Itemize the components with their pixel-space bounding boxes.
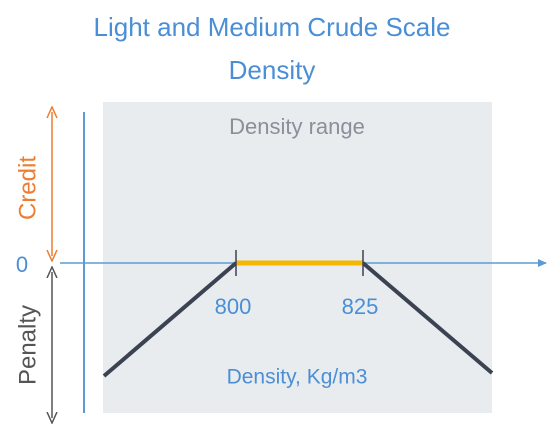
range-panel <box>103 102 492 413</box>
zero-label: 0 <box>16 252 28 277</box>
subtitle: Density <box>229 55 316 85</box>
penalty-label: Penalty <box>14 305 41 385</box>
credit-label: Credit <box>14 156 41 220</box>
range-label: Density range <box>229 114 365 139</box>
penalty-slope-right <box>361 261 494 375</box>
tick-label: 825 <box>342 294 379 319</box>
penalty-slope-left <box>102 261 238 378</box>
x-axis-label: Density, Kg/m3 <box>227 366 368 389</box>
tick-label: 800 <box>215 294 252 319</box>
title: Light and Medium Crude Scale <box>94 12 451 42</box>
